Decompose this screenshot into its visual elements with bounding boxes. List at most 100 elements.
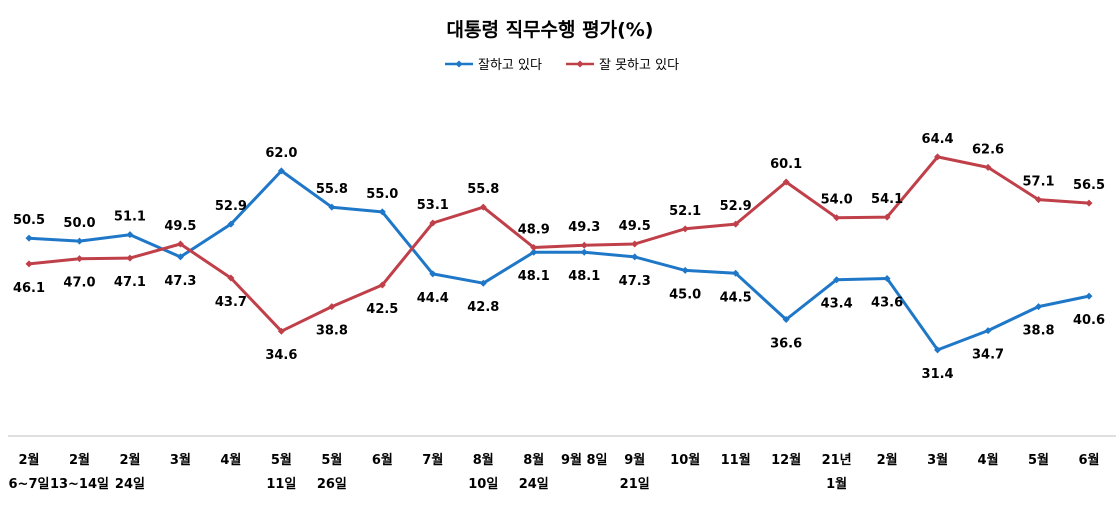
x-tick-label: 4월 [220,452,241,468]
x-tick-label: 5월 [321,452,342,468]
data-label: 36.6 [770,337,802,352]
x-tick-label: 1월 [826,476,847,492]
data-label: 43.4 [821,297,853,312]
legend-label-1: 잘 못하고 있다 [599,58,679,73]
data-point [681,225,689,233]
data-point [732,220,740,228]
x-tick-label: 5월 [1028,452,1049,468]
x-tick-label: 8월 [523,452,544,468]
data-label: 52.9 [215,199,247,214]
data-label: 34.7 [972,348,1004,363]
x-tick-label: 9월 [624,452,645,468]
data-label: 50.0 [63,216,95,231]
data-point [1085,199,1093,207]
data-point [782,315,790,323]
x-tick-label: 24일 [519,477,549,492]
data-point [732,269,740,277]
data-label: 60.1 [770,157,802,172]
data-label: 62.0 [265,146,297,161]
data-label: 38.8 [1022,324,1054,339]
x-tick-label: 11일 [266,477,296,492]
data-label: 46.1 [13,281,45,296]
x-tick-label: 10월 [670,452,700,468]
data-point [833,214,841,222]
data-label: 54.0 [821,193,853,208]
data-label: 42.5 [366,302,398,317]
data-label: 56.5 [1073,178,1105,193]
x-tick-label: 6월 [372,452,393,468]
x-tick-label: 21년 [822,453,852,468]
x-tick-label: 4월 [978,452,999,468]
data-point [681,266,689,274]
data-point [378,281,386,289]
data-label: 62.6 [972,142,1004,157]
data-label: 49.3 [568,220,600,235]
data-label: 44.4 [417,291,449,306]
x-tick-label: 2월 [877,452,898,468]
data-label: 43.7 [215,295,247,310]
x-tick-label: 12월 [771,452,801,468]
x-tick-label: 21일 [620,477,650,492]
data-label: 55.8 [316,182,348,197]
data-label: 47.0 [63,276,95,291]
data-point [328,303,336,311]
data-point [631,253,639,261]
data-point [530,248,538,256]
x-tick-label: 6~7일 [9,477,50,492]
data-label: 45.0 [669,287,701,302]
data-label: 31.4 [922,367,954,382]
series-layer [25,153,1093,354]
chart-title: 대통령 직무수행 평가(%) [447,19,654,41]
x-tick-label: 5월 [271,452,292,468]
data-label: 64.4 [922,132,954,147]
data-point [479,203,487,211]
data-label: 47.3 [164,274,196,289]
legend-marker-1 [576,60,584,68]
data-point [631,240,639,248]
data-label: 48.9 [518,223,550,238]
data-point [580,241,588,249]
x-tick-label: 3월 [170,452,191,468]
data-label: 48.1 [568,269,600,284]
x-tick-label: 24일 [115,477,145,492]
data-label: 42.8 [467,300,499,315]
data-point [782,178,790,186]
x-tick-label: 9월 8일 [561,452,608,468]
x-tick-label: 2월 [18,452,39,468]
x-tick-label: 7월 [422,452,443,468]
x-tick-label: 11월 [721,452,751,468]
data-point [429,219,437,227]
series-line-0 [28,169,1090,352]
data-point [277,327,285,335]
data-label: 34.6 [265,348,297,363]
data-label: 49.5 [619,219,651,234]
data-point [176,253,184,261]
data-label: 44.5 [720,290,752,305]
data-point [25,260,33,268]
data-point [75,237,83,245]
data-point [530,244,538,252]
x-tick-label: 13~14일 [50,477,109,492]
data-point [883,275,891,283]
data-label: 50.5 [13,213,45,228]
data-label: 51.1 [114,210,146,225]
data-point [1035,303,1043,311]
data-label: 52.9 [720,199,752,214]
data-point [227,220,235,228]
data-point [429,270,437,278]
data-point [1085,292,1093,300]
x-tick-label: 3월 [927,452,948,468]
data-point [126,231,134,239]
data-point [934,346,942,354]
x-tick-label: 2월 [119,452,140,468]
data-point [25,234,33,242]
data-point [479,279,487,287]
data-label: 43.6 [871,296,903,311]
x-tick-label: 8월 [473,452,494,468]
data-point [580,248,588,256]
data-label: 57.1 [1022,175,1054,190]
data-point [883,213,891,221]
data-point [277,167,285,175]
